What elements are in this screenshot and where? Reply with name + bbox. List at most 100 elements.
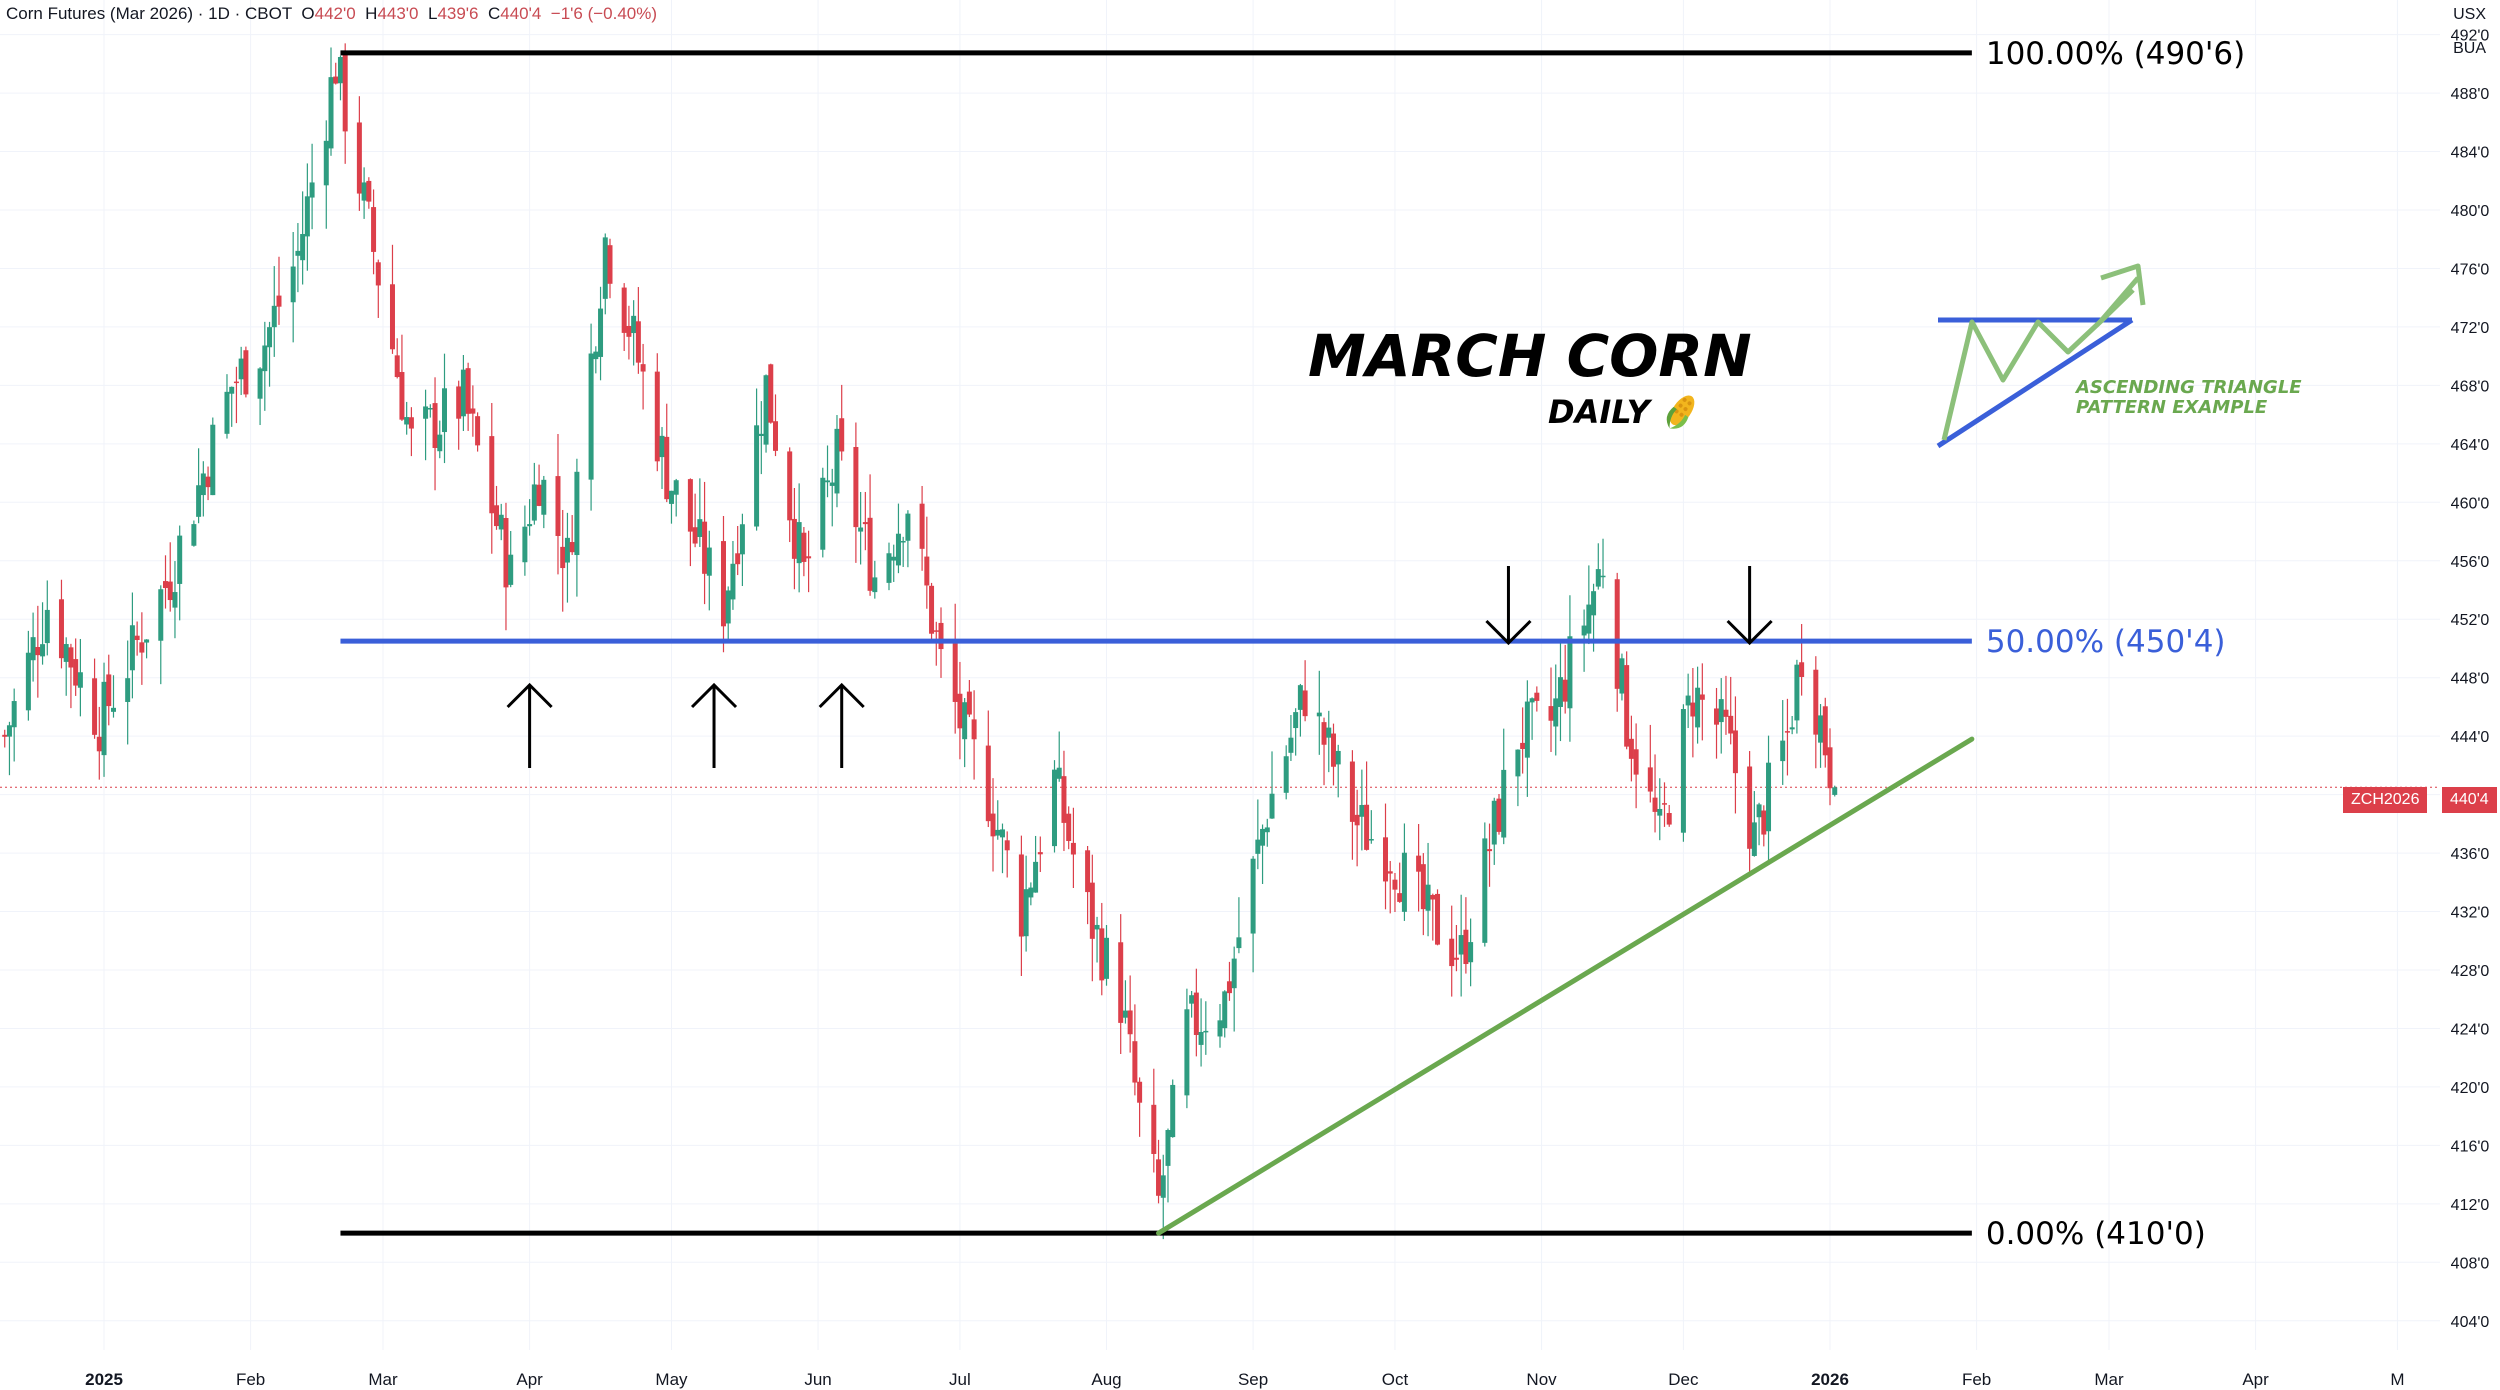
candle-body [1293,712,1299,729]
candle-body [257,368,263,399]
candle-body [1104,937,1110,979]
candle-body [1132,1041,1138,1083]
current-price-tag: 440'4 [2442,787,2497,813]
candle-body [1756,804,1762,818]
candle-body [626,325,632,337]
candle-body [1061,776,1067,823]
candle-body [541,479,547,515]
candle-body [862,522,868,525]
candle-body [1633,749,1639,775]
candle-body [966,691,972,715]
y-tick-label: 452'0 [2451,612,2490,629]
candle-body [654,371,660,462]
fib-level-label: 100.00% (490'6) [1986,36,2245,72]
candle-body [872,577,878,593]
candle-body [58,599,64,659]
candle-body [167,581,173,601]
candle-body [564,537,570,563]
candle-body [720,541,726,627]
candle-body [702,521,708,574]
candle-body [1018,854,1024,937]
candle-body [1628,738,1634,759]
candle-body [460,369,466,417]
candle-body [640,364,646,372]
candle-body [569,542,575,553]
candle-body [1491,800,1497,845]
candle-body [371,207,377,252]
price-axis[interactable]: 404'0 408'0 412'0 416'0 420'0 424'0 428'0 432'0… [2451,28,2490,1331]
candle-body [1435,893,1441,945]
candle-body [139,642,145,653]
instrument-name[interactable]: Corn Futures (Mar 2026) · 1D · CBOT [6,4,292,23]
pattern-support-line [1936,317,2134,449]
candle-body [1685,695,1691,706]
candle-body [432,403,438,448]
x-tick-label: 2026 [1811,1370,1849,1389]
candle-body [1515,749,1521,777]
candle-body [602,237,608,299]
candle-body [1652,797,1658,812]
candle-body [531,484,537,521]
y-tick-label: 476'0 [2451,261,2490,278]
candle-body [621,287,627,333]
candle-body [106,674,112,707]
x-tick-label: Jun [804,1370,831,1389]
candle-body [423,406,429,419]
time-axis[interactable]: 2025 Feb Mar Apr May Jun Jul Aug Sep Oct Nov Dec 202… [85,1370,2404,1389]
currency-unit[interactable]: USX [2453,6,2486,23]
y-tick-label: 480'0 [2451,203,2490,220]
candle-body [1127,1010,1133,1035]
candle-body [574,471,580,556]
candle-body [1766,762,1772,832]
candle-body [1732,730,1738,774]
candle-body [295,250,301,256]
y-tick-label: 448'0 [2451,671,2490,688]
candle-body [158,589,164,641]
quantity-unit[interactable]: BUA [2453,40,2486,57]
candle-body [1330,733,1336,767]
candle-body [1397,893,1403,902]
candle-body [1458,935,1464,955]
candle-body [508,554,514,585]
y-tick-label: 428'0 [2451,963,2490,980]
candle-body [952,643,958,702]
y-tick-label: 460'0 [2451,495,2490,512]
candle-body [1335,750,1341,765]
candle-body [739,524,745,555]
candle-body [791,518,797,559]
candle-body [1661,803,1667,805]
candle-body [1751,822,1757,856]
candle-body [1264,827,1270,833]
y-tick-label: 416'0 [2451,1138,2490,1155]
candle-body [96,736,102,752]
x-tick-label: Oct [1382,1370,1409,1389]
candle-body [1780,740,1786,762]
candle-body [489,436,495,514]
candle-body [1302,690,1308,717]
candle-body [834,428,840,494]
fib-level-label: 50.00% (450'4) [1986,624,2226,660]
candle-body [536,484,542,506]
candle-body [191,524,197,546]
fib-levels: 100.00% (490'6) 50.00% (450'4) 0.00% (410'… [340,36,2245,1252]
corn-icon [1666,395,1695,429]
candle-body [1070,842,1076,855]
candle-body [73,659,79,686]
pattern-label-line1: ASCENDING TRIANGLE [2076,377,2302,398]
candle-body [891,556,897,561]
candle-body [144,639,150,643]
candle-body [1619,658,1625,694]
candle-body [1586,604,1592,634]
candle-body [825,480,831,483]
candle-body [224,391,230,434]
pattern-breakout-arrowhead [2100,263,2146,306]
up-arrow-head [690,682,738,709]
high-value: 443'0 [377,4,419,23]
open-value: 442'0 [314,4,356,23]
candle-body [957,693,963,729]
candle-body [1099,928,1105,981]
candle-body [555,476,561,536]
x-tick-label: Mar [368,1370,398,1389]
up-arrow-head [506,682,553,709]
